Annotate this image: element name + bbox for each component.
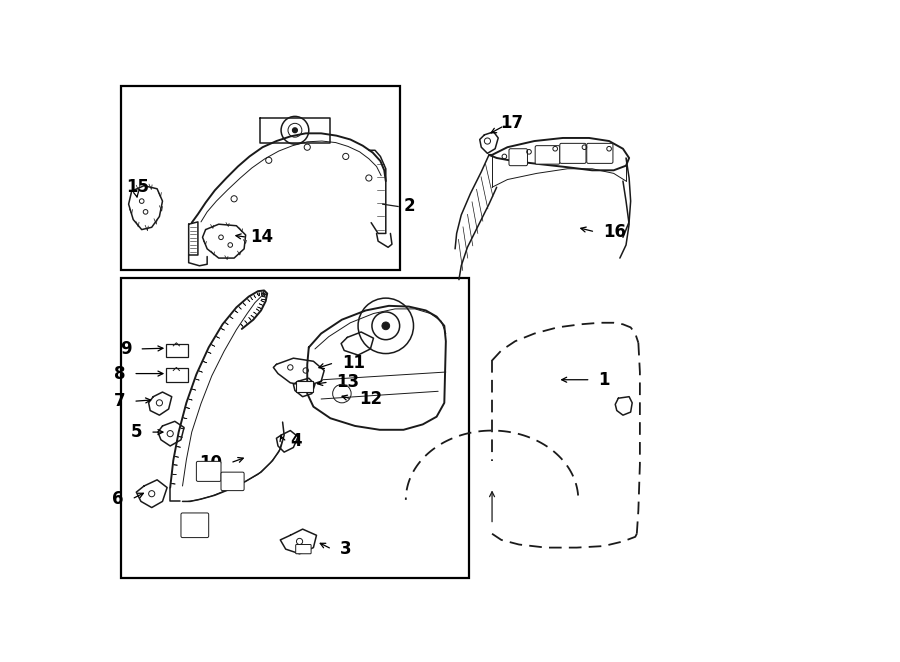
Circle shape <box>382 322 390 330</box>
Text: 15: 15 <box>126 178 149 196</box>
FancyBboxPatch shape <box>587 144 613 164</box>
Text: 6: 6 <box>112 490 124 508</box>
Text: 14: 14 <box>250 228 274 246</box>
Text: 3: 3 <box>339 540 351 558</box>
Bar <box>121 278 469 579</box>
FancyBboxPatch shape <box>509 149 527 166</box>
Text: 10: 10 <box>200 454 222 472</box>
Bar <box>121 85 400 270</box>
Text: 9: 9 <box>120 340 131 358</box>
FancyBboxPatch shape <box>296 545 311 553</box>
FancyBboxPatch shape <box>196 461 221 481</box>
FancyBboxPatch shape <box>166 368 188 382</box>
Text: 5: 5 <box>131 423 142 441</box>
Text: 11: 11 <box>342 354 364 372</box>
FancyBboxPatch shape <box>536 146 560 164</box>
Text: 1: 1 <box>598 371 610 389</box>
Text: 8: 8 <box>114 365 125 383</box>
Text: 12: 12 <box>360 390 382 408</box>
Text: 7: 7 <box>114 393 125 410</box>
Text: 2: 2 <box>403 197 415 216</box>
FancyBboxPatch shape <box>221 472 244 491</box>
Text: 16: 16 <box>603 223 625 241</box>
Circle shape <box>292 128 297 132</box>
Text: 13: 13 <box>337 373 360 391</box>
Text: 17: 17 <box>500 114 523 132</box>
Text: 4: 4 <box>291 432 302 450</box>
FancyBboxPatch shape <box>560 144 586 164</box>
FancyBboxPatch shape <box>166 344 188 357</box>
FancyBboxPatch shape <box>181 513 209 538</box>
FancyBboxPatch shape <box>296 381 313 392</box>
